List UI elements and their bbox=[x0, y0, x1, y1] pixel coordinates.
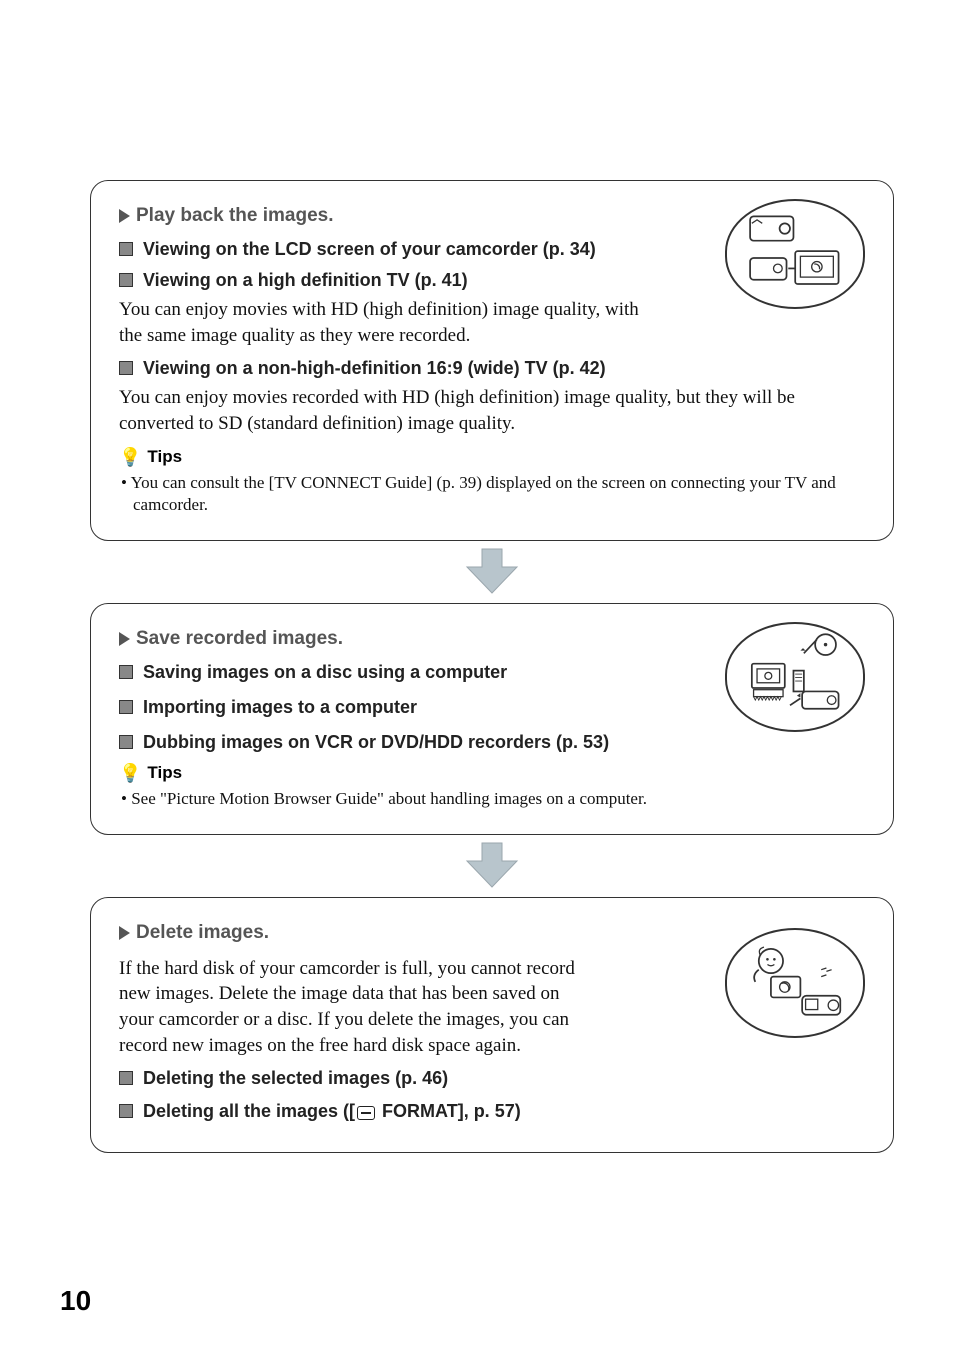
square-bullet-icon bbox=[119, 1071, 133, 1085]
square-bullet-icon bbox=[119, 665, 133, 679]
item-title: Deleting the selected images (p. 46) bbox=[143, 1068, 448, 1089]
item-body: You can enjoy movies with HD (high defin… bbox=[119, 297, 639, 348]
playback-item: Viewing on a non-high-definition 16:9 (w… bbox=[119, 358, 865, 379]
item-title: Importing images to a computer bbox=[143, 697, 417, 718]
delete-illustration bbox=[725, 928, 865, 1038]
square-bullet-icon bbox=[119, 361, 133, 375]
item-title: Deleting all the images ([ FORMAT], p. 5… bbox=[143, 1101, 521, 1122]
tip-text: • You can consult the [TV CONNECT Guide]… bbox=[119, 472, 865, 516]
item-title: Saving images on a disc using a computer bbox=[143, 662, 507, 683]
section-title-text: Save recorded images. bbox=[136, 628, 343, 650]
delete-body: If the hard disk of your camcorder is fu… bbox=[119, 956, 599, 1059]
bulb-icon: 💡 bbox=[119, 447, 141, 468]
triangle-icon bbox=[119, 209, 130, 223]
delete-panel: Delete images. If the hard disk of your … bbox=[90, 897, 894, 1154]
triangle-icon bbox=[119, 926, 130, 940]
save-illustration bbox=[725, 622, 865, 732]
section-title-text: Delete images. bbox=[136, 922, 269, 944]
item-title: Viewing on a high definition TV (p. 41) bbox=[143, 270, 468, 291]
item-title: Dubbing images on VCR or DVD/HDD recorde… bbox=[143, 732, 609, 753]
square-bullet-icon bbox=[119, 273, 133, 287]
page-number: 10 bbox=[60, 1285, 91, 1317]
arrow-down-icon bbox=[462, 547, 522, 597]
triangle-icon bbox=[119, 632, 130, 646]
title-pre: Deleting all the images ([ bbox=[143, 1101, 355, 1121]
save-item: Dubbing images on VCR or DVD/HDD recorde… bbox=[119, 732, 865, 753]
tips-header: 💡 Tips bbox=[119, 447, 865, 468]
item-body: You can enjoy movies recorded with HD (h… bbox=[119, 385, 865, 436]
tip-text: • See "Picture Motion Browser Guide" abo… bbox=[119, 788, 865, 810]
section-title-text: Play back the images. bbox=[136, 205, 334, 227]
tips-label: Tips bbox=[147, 447, 182, 467]
delete-item: Deleting all the images ([ FORMAT], p. 5… bbox=[119, 1101, 865, 1122]
delete-item: Deleting the selected images (p. 46) bbox=[119, 1068, 865, 1089]
playback-panel: Play back the images. Viewing on the LCD… bbox=[90, 180, 894, 541]
tips-header: 💡 Tips bbox=[119, 763, 865, 784]
save-panel: Save recorded images. Saving images on a… bbox=[90, 603, 894, 835]
tips-label: Tips bbox=[147, 763, 182, 783]
square-bullet-icon bbox=[119, 242, 133, 256]
square-bullet-icon bbox=[119, 735, 133, 749]
bulb-icon: 💡 bbox=[119, 763, 141, 784]
item-title: Viewing on the LCD screen of your camcor… bbox=[143, 239, 596, 260]
item-title: Viewing on a non-high-definition 16:9 (w… bbox=[143, 358, 606, 379]
playback-item: Viewing on a high definition TV (p. 41) bbox=[119, 270, 639, 291]
square-bullet-icon bbox=[119, 1104, 133, 1118]
square-bullet-icon bbox=[119, 700, 133, 714]
disk-format-icon bbox=[357, 1106, 375, 1120]
title-post: FORMAT], p. 57) bbox=[377, 1101, 521, 1121]
playback-illustration bbox=[725, 199, 865, 309]
playback-item: Viewing on the LCD screen of your camcor… bbox=[119, 239, 639, 260]
arrow-down-icon bbox=[462, 841, 522, 891]
